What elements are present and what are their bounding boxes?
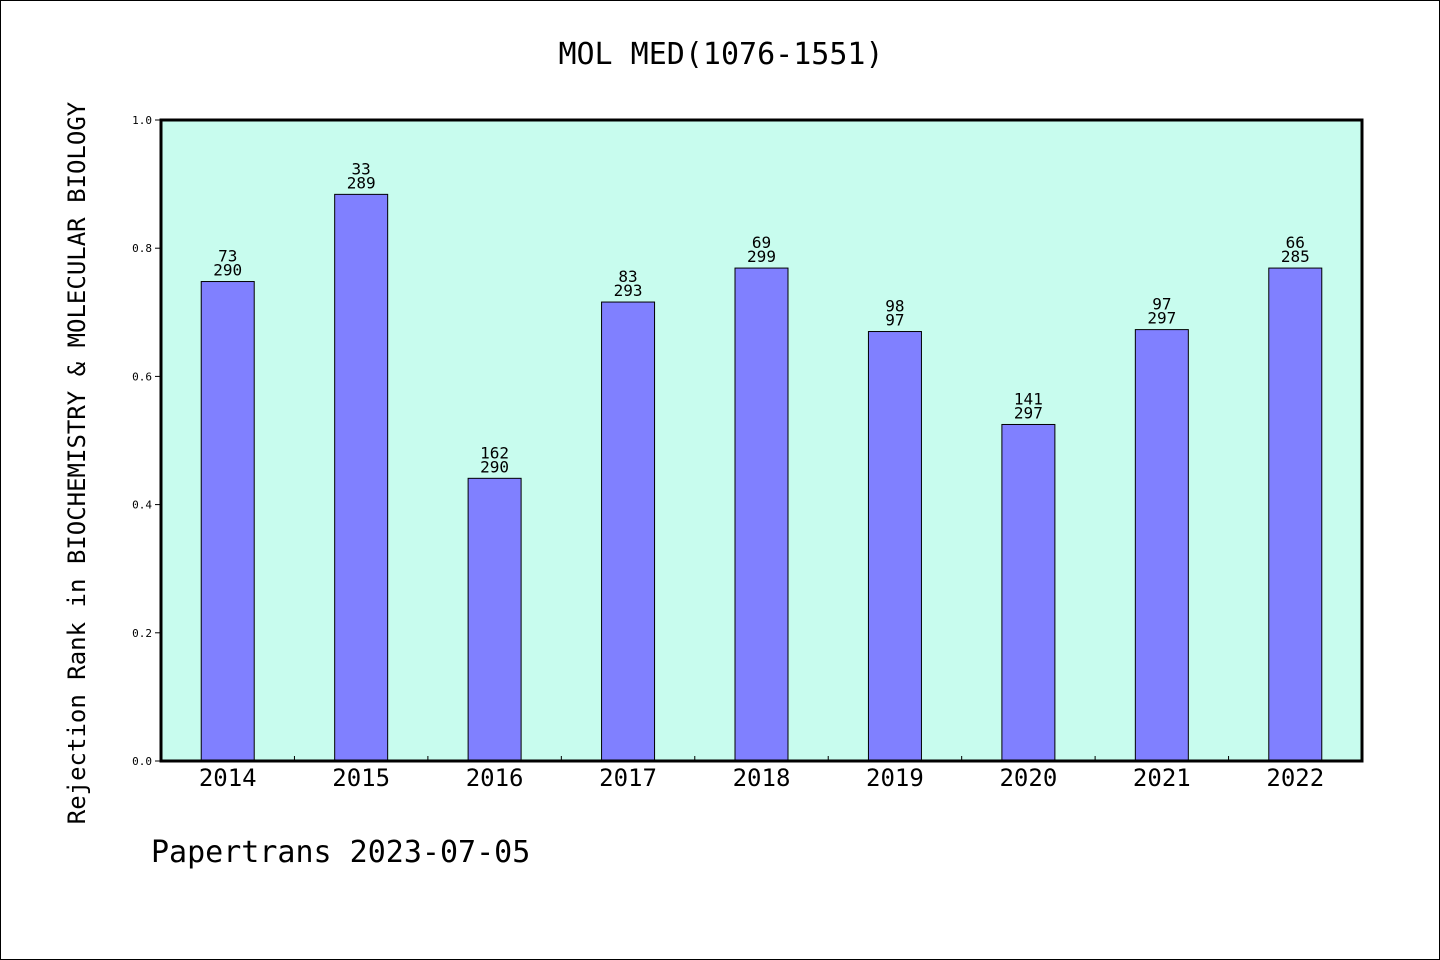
x-tick-label-2014: 2014: [199, 764, 257, 792]
x-tick-label-2016: 2016: [466, 764, 524, 792]
bar-label-top-2021: 97: [1152, 295, 1171, 314]
y-tick-label: 0.4: [132, 499, 152, 512]
x-tick-label-2022: 2022: [1266, 764, 1324, 792]
y-tick-label: 0.6: [132, 370, 152, 383]
bar-label-bottom-2020: 297: [1014, 403, 1043, 422]
x-tick-label-2017: 2017: [599, 764, 657, 792]
bar-label-top-2014: 73: [218, 247, 237, 266]
bar-2021: [1134, 329, 1189, 762]
x-tick-label-2020: 2020: [999, 764, 1057, 792]
y-tick-label: 0.2: [132, 627, 152, 640]
bar-label-top-2019: 98: [885, 297, 904, 316]
footer-watermark: Papertrans 2023-07-05: [151, 835, 531, 870]
x-tick-label-2021: 2021: [1133, 764, 1191, 792]
bar-label-top-2017: 83: [618, 267, 637, 286]
y-tick-label: 1.0: [132, 114, 152, 127]
bar-label-bottom-2014: 290: [213, 261, 242, 280]
plot-frame: [159, 118, 1364, 763]
y-tick-label: 0.8: [132, 242, 152, 255]
bar-label-bottom-2021: 297: [1147, 309, 1176, 328]
bar-2018: [734, 267, 789, 762]
bar-label-bottom-2022: 285: [1281, 247, 1310, 266]
bar-label-bottom-2015: 289: [347, 173, 376, 192]
bar-label-top-2016: 162: [480, 443, 509, 462]
bar-label-bottom-2019: 97: [885, 311, 904, 330]
bar-label-top-2022: 66: [1286, 233, 1305, 252]
bar-2020: [1001, 423, 1056, 762]
x-tick-label-2018: 2018: [733, 764, 791, 792]
bar-label-bottom-2017: 293: [614, 281, 643, 300]
bar-label-top-2018: 69: [752, 233, 771, 252]
y-tick-label: 0.0: [132, 755, 152, 768]
bar-label-bottom-2016: 290: [480, 457, 509, 476]
bar-2014: [200, 281, 255, 762]
bar-2022: [1268, 267, 1323, 762]
bar-2015: [334, 193, 389, 762]
bar-2017: [601, 301, 656, 762]
bar-label-bottom-2018: 299: [747, 247, 776, 266]
chart-title: MOL MED(1076-1551): [558, 37, 884, 72]
bar-2016: [467, 477, 522, 762]
bar-2019: [867, 331, 922, 762]
bar-label-top-2020: 141: [1014, 389, 1043, 408]
bar-label-top-2015: 33: [352, 159, 371, 178]
x-tick-label-2019: 2019: [866, 764, 924, 792]
x-tick-label-2015: 2015: [332, 764, 390, 792]
